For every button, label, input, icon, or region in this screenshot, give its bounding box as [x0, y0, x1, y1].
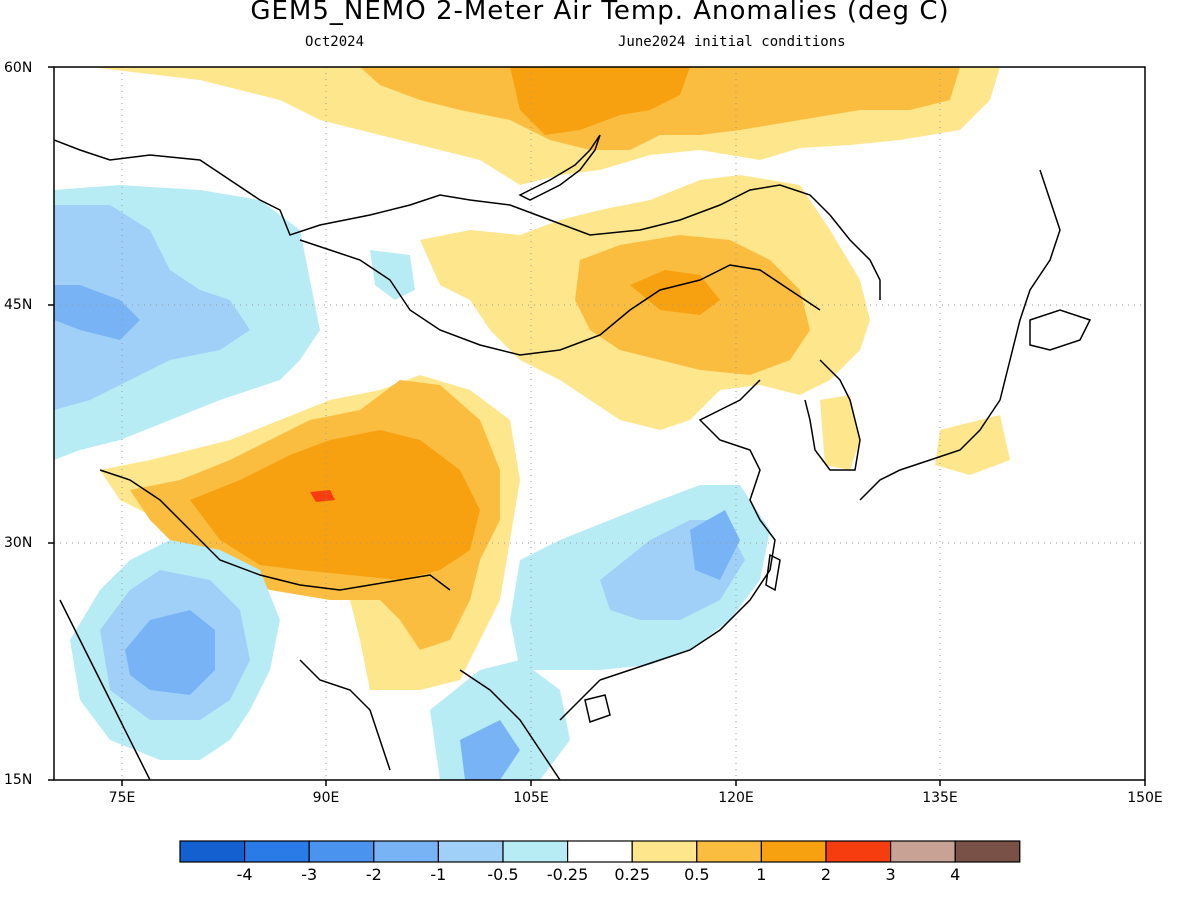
- lon-tick-75e: 75E: [108, 790, 136, 806]
- lat-tick-45n: 45N: [4, 297, 33, 313]
- hainan-coastline: [584, 694, 611, 723]
- indochina-coastline: [459, 669, 601, 780]
- anomaly-fill-india-blue: [125, 610, 215, 695]
- colorbar-label-1: -3: [301, 865, 318, 884]
- colorbar-swatch-2: [308, 840, 375, 863]
- colorbar-swatch-1: [244, 840, 310, 863]
- anomaly-fill-tibet-dark-orange: [190, 430, 480, 580]
- baikal-coastline: [518, 134, 601, 201]
- china-coastline: [599, 379, 776, 681]
- colorbar-label-2: -2: [365, 865, 382, 884]
- lon-tick-90e: 90E: [312, 790, 340, 806]
- colorbar-swatch-9: [760, 840, 827, 863]
- colorbar-swatch-8: [696, 840, 762, 863]
- colorbar-swatch-4: [437, 840, 504, 863]
- colorbar-label-6: 0.25: [614, 865, 650, 884]
- initial-conditions-label: June2024 initial conditions: [618, 34, 846, 50]
- map-frame: [53, 66, 1146, 781]
- himalaya-border: [99, 469, 451, 591]
- lat-tick-15n: 15N: [4, 772, 33, 788]
- colorbar-label-5: -0.25: [546, 865, 589, 884]
- anomaly-fill-south-china-blue: [690, 510, 740, 580]
- colorbar-label-9: 2: [820, 865, 832, 884]
- colorbar-label-8: 1: [756, 865, 767, 884]
- china-mongolia-border: [299, 239, 821, 356]
- colorbar: [179, 840, 1021, 863]
- anomaly-fill-japan-light-orange: [935, 415, 1010, 475]
- lon-tick-120e: 120E: [718, 790, 754, 806]
- graticule: [54, 67, 1145, 780]
- figure-title: GEM5_NEMO 2-Meter Air Temp. Anomalies (d…: [250, 0, 950, 26]
- coastlines-and-borders: [54, 134, 1092, 780]
- colorbar-label-11: 4: [950, 865, 961, 884]
- lat-tick-30n: 30N: [4, 535, 33, 551]
- anomaly-fill-indochina-blue: [460, 720, 520, 780]
- colorbar-swatch-11: [889, 840, 956, 863]
- colorbar-swatch-5: [502, 840, 569, 863]
- colorbar-swatch-6: [566, 840, 633, 863]
- japan-coastline: [859, 169, 1061, 501]
- lon-tick-150e: 150E: [1127, 790, 1163, 806]
- colorbar-swatch-7: [631, 840, 698, 863]
- russia-border: [54, 139, 881, 300]
- anomaly-fill-north-medium-orange: [360, 67, 960, 150]
- anomaly-fill-north-dark-orange: [510, 67, 690, 135]
- taiwan-coastline: [765, 553, 781, 592]
- axis-ticks: [48, 66, 1146, 786]
- lat-tick-60n: 60N: [4, 60, 33, 76]
- india-coastline: [59, 599, 391, 780]
- colorbar-label-3: -1: [430, 865, 447, 884]
- colorbar-label-7: 0.5: [684, 865, 710, 884]
- colorbar-swatch-10: [825, 840, 892, 863]
- anomaly-fill-kazakhstan-medium-blue: [54, 205, 250, 410]
- hokkaido-coastline: [1029, 309, 1092, 351]
- colorbar-label-4: -0.5: [487, 865, 519, 884]
- anomaly-fill-west-blue: [54, 285, 140, 340]
- anomaly-fill-korea-light-orange: [820, 395, 860, 470]
- anomaly-fill-xinjiang-light-blue: [370, 250, 415, 300]
- colorbar-swatch-3: [373, 840, 439, 863]
- valid-month: Oct2024: [305, 34, 365, 50]
- colorbar-swatch-12: [954, 840, 1021, 863]
- lon-tick-135e: 135E: [922, 790, 958, 806]
- colorbar-label-10: 3: [885, 865, 896, 884]
- colorbar-swatch-0: [179, 840, 246, 863]
- lon-tick-105e: 105E: [513, 790, 549, 806]
- anomaly-field: [54, 67, 1010, 780]
- korea-coastline: [804, 359, 861, 471]
- colorbar-label-0: -4: [236, 865, 253, 884]
- anomaly-fill-red-hotspot: [310, 490, 335, 502]
